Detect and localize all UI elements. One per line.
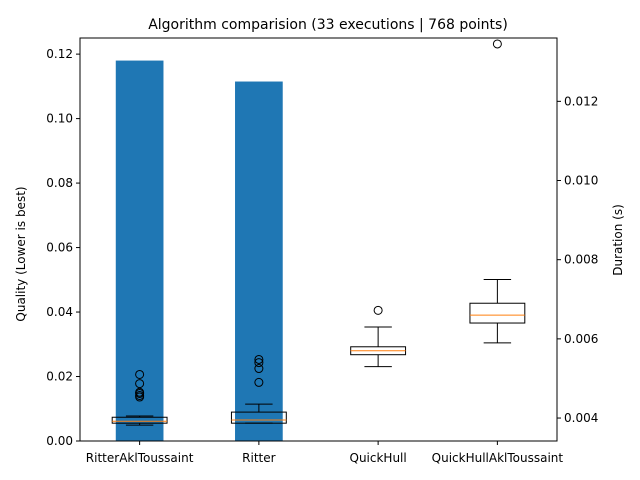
right-tick-label: 0.012	[564, 94, 598, 108]
duration-outlier	[135, 379, 145, 389]
duration-outlier	[254, 354, 264, 364]
right-tick-label: 0.004	[564, 411, 598, 425]
left-tick-label: 0.04	[46, 305, 73, 319]
left-tick-label: 0.12	[46, 47, 73, 61]
plot-frame	[79, 37, 558, 442]
axes-layer: 0.00 0.02 0.04 0.06 0.08 0.10 0.12 0.004 0.006 0.…	[46, 37, 598, 465]
x-tick-label: QuickHull	[350, 451, 407, 465]
boxes-layer	[111, 39, 526, 426]
x-tick-label: RitterAklToussaint	[86, 451, 194, 465]
left-axis-label: Quality (Lower is best)	[14, 186, 28, 321]
quality-bar	[235, 81, 283, 442]
right-tick-label: 0.006	[564, 332, 598, 346]
duration-outlier	[135, 387, 145, 397]
bars-layer	[115, 60, 283, 442]
left-tick-label: 0.10	[46, 112, 73, 126]
chart-title: Algorithm comparision (33 executions | 7…	[148, 17, 508, 33]
left-tick-label: 0.06	[46, 241, 73, 255]
duration-outlier	[254, 364, 264, 374]
duration-outlier	[254, 358, 264, 368]
x-tick-label: QuickHullAklToussaint	[432, 451, 564, 465]
x-tick-label: Ritter	[242, 451, 275, 465]
right-axis-label: Duration (s)	[611, 204, 625, 276]
duration-outlier	[492, 39, 502, 49]
right-tick-label: 0.008	[564, 253, 598, 267]
duration-outlier	[254, 377, 264, 387]
left-tick-label: 0.02	[46, 370, 73, 384]
quality-bar	[115, 60, 164, 442]
duration-outlier	[373, 305, 383, 315]
duration-outlier	[135, 369, 145, 379]
right-tick-label: 0.010	[564, 174, 598, 188]
duration-box	[469, 302, 526, 324]
left-tick-label: 0.00	[46, 434, 73, 448]
left-tick-label: 0.08	[46, 176, 73, 190]
